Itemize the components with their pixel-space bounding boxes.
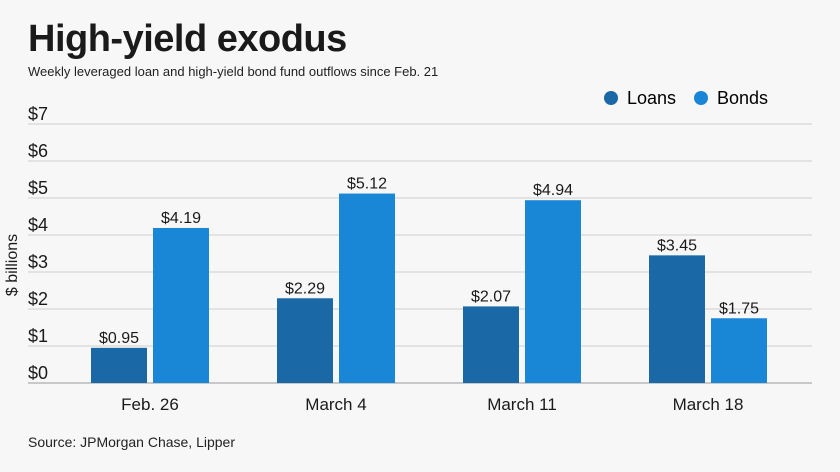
y-tick-label: $4 <box>28 215 48 235</box>
bar-loans <box>91 347 147 383</box>
value-label: $2.07 <box>471 288 511 305</box>
value-label: $1.75 <box>719 300 759 317</box>
legend: Loans Bonds <box>604 88 768 108</box>
bar-loans <box>277 298 333 383</box>
value-labels: $0.95 $4.19 $2.29 $5.12 $2.07 $4.94 $3.45 $1.75 <box>99 176 759 347</box>
value-label: $4.19 <box>161 210 201 227</box>
legend-label-bonds: Bonds <box>717 88 768 108</box>
bar-bonds <box>525 200 581 383</box>
legend-label-loans: Loans <box>627 88 676 108</box>
y-tick-label: $0 <box>28 363 48 383</box>
x-category-label: March 4 <box>305 395 366 414</box>
x-category-label: March 18 <box>673 395 744 414</box>
chart-subtitle: Weekly leveraged loan and high-yield bon… <box>28 64 439 79</box>
value-label: $4.94 <box>533 182 573 199</box>
bar-loans <box>649 255 705 383</box>
value-label: $5.12 <box>347 176 387 193</box>
value-label: $2.29 <box>285 280 325 297</box>
value-label: $0.95 <box>99 330 139 347</box>
legend-swatch-bonds <box>694 91 708 105</box>
bar-loans <box>463 306 519 383</box>
x-axis-categories: Feb. 26 March 4 March 11 March 18 <box>121 395 743 414</box>
x-category-label: Feb. 26 <box>121 395 179 414</box>
source-note: Source: JPMorgan Chase, Lipper <box>28 434 235 450</box>
legend-swatch-loans <box>604 91 618 105</box>
y-tick-label: $5 <box>28 178 48 198</box>
y-tick-label: $1 <box>28 326 48 346</box>
chart-title: High-yield exodus <box>28 18 347 60</box>
x-category-label: March 11 <box>487 395 557 414</box>
value-label: $3.45 <box>657 237 697 254</box>
y-axis-label: $ billions <box>4 234 21 296</box>
y-tick-label: $6 <box>28 141 48 161</box>
y-tick-label: $2 <box>28 289 48 309</box>
y-axis-ticks: $0 $1 $2 $3 $4 $5 $6 $7 <box>28 104 48 383</box>
y-tick-label: $7 <box>28 104 48 124</box>
bar-bonds <box>339 193 395 383</box>
y-tick-label: $3 <box>28 252 48 272</box>
bar-bonds <box>153 227 209 383</box>
bar-bonds <box>711 318 767 383</box>
bars <box>91 193 767 383</box>
